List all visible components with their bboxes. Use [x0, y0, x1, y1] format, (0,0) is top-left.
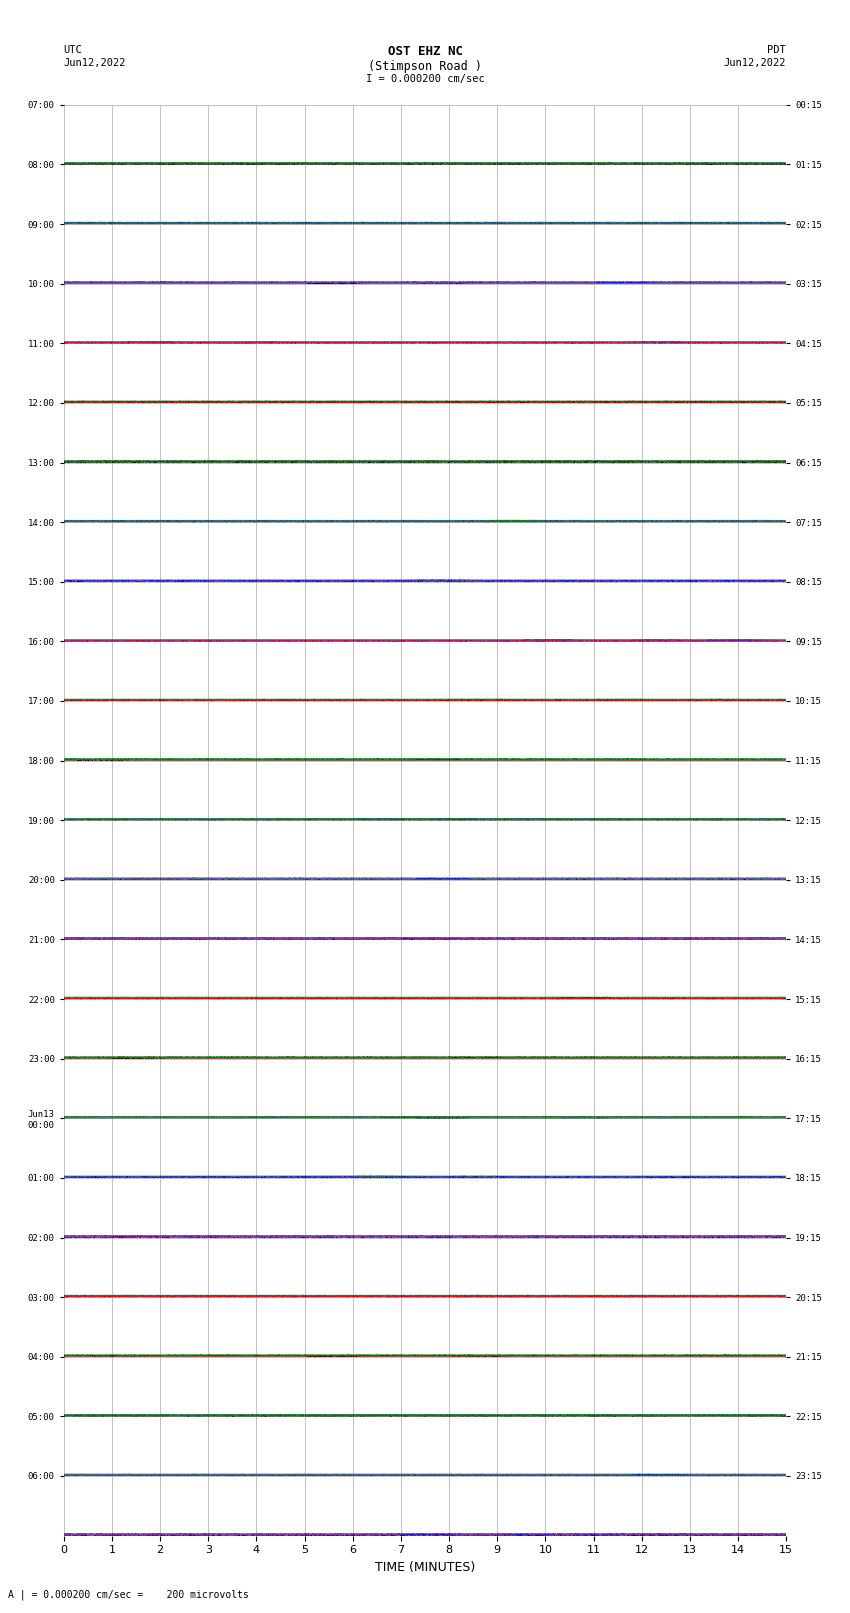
Text: I = 0.000200 cm/sec: I = 0.000200 cm/sec [366, 74, 484, 84]
Text: PDT: PDT [768, 45, 786, 55]
Text: Jun12,2022: Jun12,2022 [64, 58, 127, 68]
Text: (Stimpson Road ): (Stimpson Road ) [368, 60, 482, 73]
Text: OST EHZ NC: OST EHZ NC [388, 45, 462, 58]
X-axis label: TIME (MINUTES): TIME (MINUTES) [375, 1561, 475, 1574]
Text: UTC: UTC [64, 45, 82, 55]
Text: Jun12,2022: Jun12,2022 [723, 58, 786, 68]
Text: A | = 0.000200 cm/sec =    200 microvolts: A | = 0.000200 cm/sec = 200 microvolts [8, 1589, 249, 1600]
